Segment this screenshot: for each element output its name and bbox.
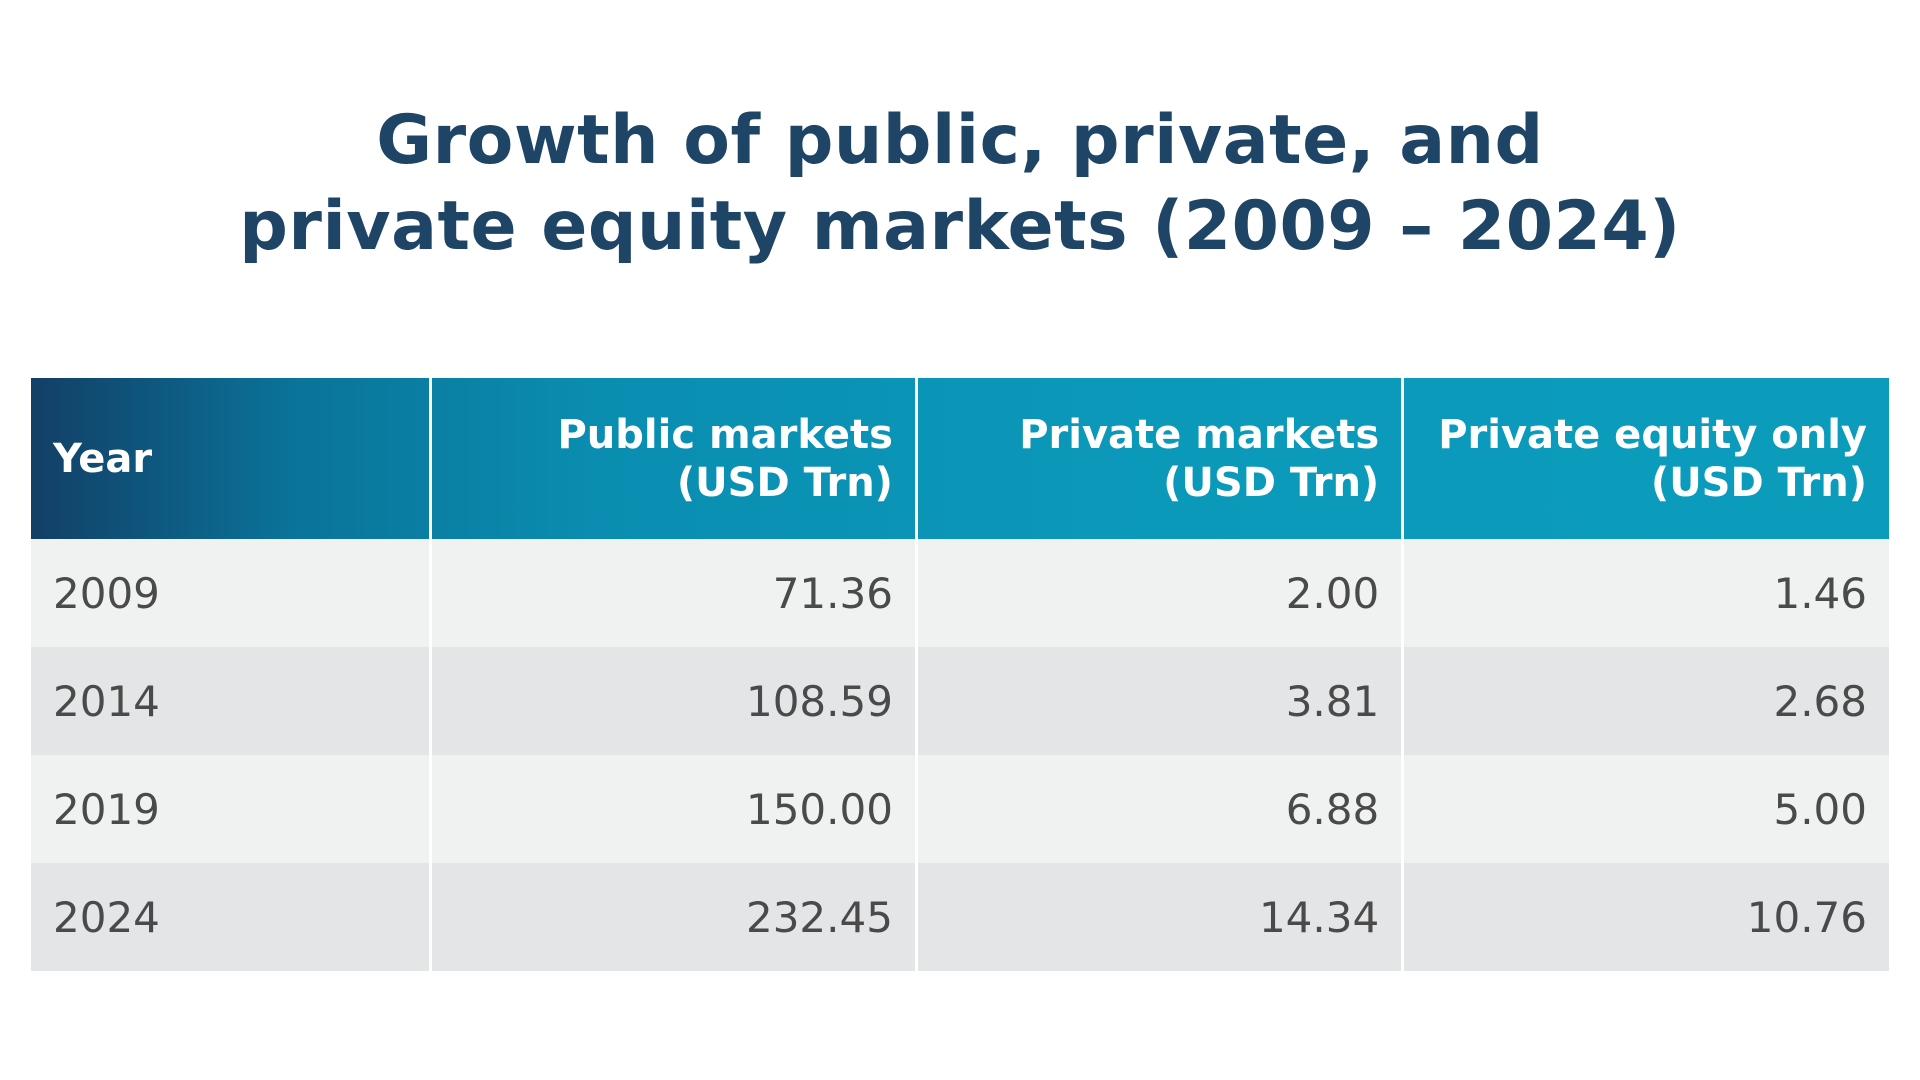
table-row: 2024 232.45 14.34 10.76 — [31, 863, 1889, 971]
table-body: 2009 71.36 2.00 1.46 2014 108.59 3.81 2.68 2019 1… — [31, 539, 1889, 971]
year-cell: 2014 — [53, 676, 160, 726]
value-cell: 3.81 — [914, 647, 1403, 755]
title: Growth of public, private, and private eq… — [0, 98, 1920, 270]
title-line: Growth of public, private, and — [376, 101, 1544, 180]
header-line: (USD Trn) — [1650, 459, 1867, 506]
value-cell: 71.36 — [428, 539, 917, 647]
value-cell: 108.59 — [428, 647, 917, 755]
year-cell: 2024 — [53, 892, 160, 942]
value-cell: 2.00 — [914, 539, 1403, 647]
value-cell: 10.76 — [1401, 863, 1889, 971]
column-header: Private equity only (USD Trn) — [1401, 378, 1889, 539]
table-header: Year Public markets (USD Trn) Private marke… — [31, 378, 1889, 539]
value-cell: 2.68 — [1401, 647, 1889, 755]
year-cell: 2009 — [53, 568, 160, 618]
header-row: Year Public markets (USD Trn) Private marke… — [31, 378, 1889, 539]
value-cell: 150.00 — [428, 755, 917, 863]
value-cell: 5.00 — [1401, 755, 1889, 863]
year-cell: 2019 — [53, 784, 160, 834]
header-line: Private markets — [1019, 411, 1380, 458]
data-table: Year Public markets (USD Trn) Private marke… — [31, 378, 1889, 971]
table-row: 2019 150.00 6.88 5.00 — [31, 755, 1889, 863]
column-header: Year — [31, 378, 430, 539]
header-line: (USD Trn) — [1163, 459, 1380, 506]
value-cell: 1.46 — [1401, 539, 1889, 647]
column-header: Public markets (USD Trn) — [428, 378, 917, 539]
header-line: Year — [53, 435, 153, 482]
value-cell: 232.45 — [428, 863, 917, 971]
title-line: private equity markets (2009 – 2024) — [239, 187, 1681, 266]
value-cell: 6.88 — [914, 755, 1403, 863]
table-row: 2009 71.36 2.00 1.46 — [31, 539, 1889, 647]
value-cell: 14.34 — [914, 863, 1403, 971]
header-line: Public markets — [557, 411, 893, 458]
column-header: Private markets (USD Trn) — [914, 378, 1403, 539]
header-line: Private equity only — [1438, 411, 1867, 458]
table-row: 2014 108.59 3.81 2.68 — [31, 647, 1889, 755]
header-line: (USD Trn) — [676, 459, 893, 506]
